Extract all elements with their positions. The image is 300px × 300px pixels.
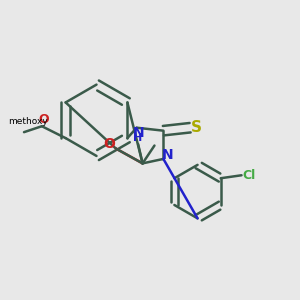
Text: S: S <box>191 120 202 135</box>
Text: methoxy: methoxy <box>8 117 48 126</box>
Text: N: N <box>132 126 144 140</box>
Text: Cl: Cl <box>243 169 256 182</box>
Text: O: O <box>38 113 49 126</box>
Text: H: H <box>134 133 143 142</box>
Text: N: N <box>161 148 173 162</box>
Text: O: O <box>103 137 115 151</box>
